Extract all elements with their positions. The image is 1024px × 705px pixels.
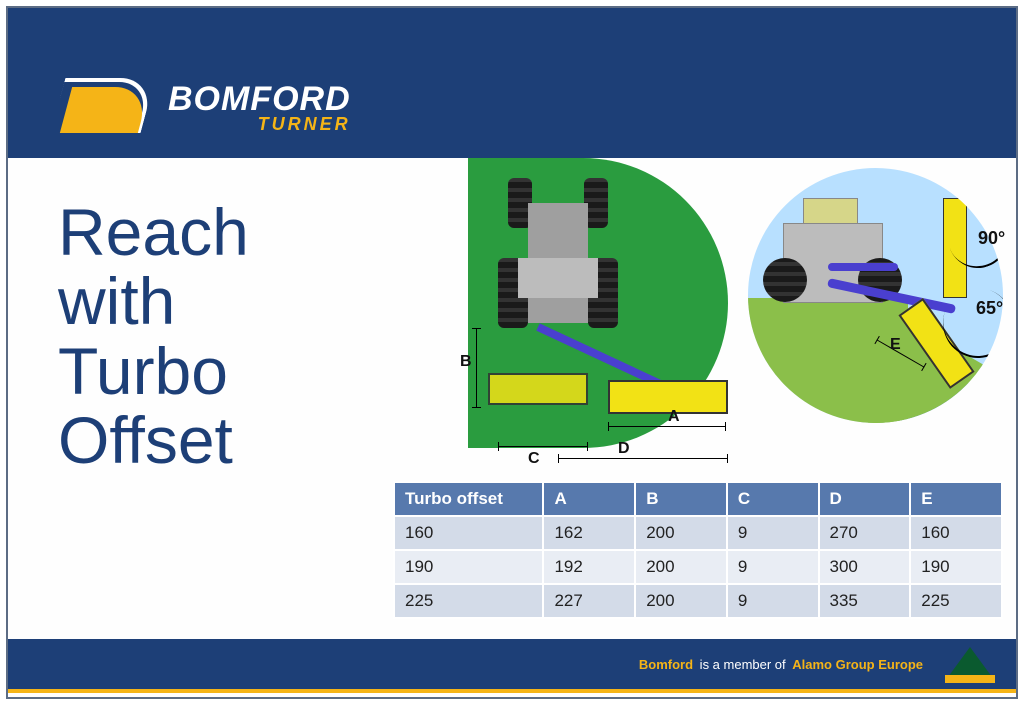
footer-band: Bomford is a member of Alamo Group Europ… — [8, 639, 1016, 689]
footer-mid: is a member of — [696, 657, 789, 672]
footer-brand: Bomford — [639, 657, 693, 672]
dim-line-d — [558, 458, 728, 459]
angle-label-up: 90° — [978, 228, 1005, 249]
diagram-top-view: B A C D — [428, 158, 728, 468]
table-header: E — [910, 482, 1002, 516]
table-header: B — [635, 482, 727, 516]
brand-logo: BOMFORD TURNER — [58, 68, 398, 148]
dim-label-b: B — [460, 353, 472, 371]
dim-line-b — [476, 328, 477, 408]
title-line: Reach — [58, 198, 249, 267]
table-cell: 9 — [727, 516, 819, 550]
tire-icon — [763, 258, 807, 302]
title-line: Turbo — [58, 337, 249, 406]
dim-line-c — [498, 446, 588, 447]
tractor-top-icon — [498, 178, 618, 328]
table-cell: 190 — [910, 550, 1002, 584]
page-frame: BOMFORD TURNER Reach with Turbo Offset B… — [6, 6, 1018, 699]
table-cell: 190 — [394, 550, 543, 584]
table-cell: 160 — [394, 516, 543, 550]
table-cell: 225 — [394, 584, 543, 618]
table-cell: 160 — [910, 516, 1002, 550]
mower-deck-icon — [488, 373, 588, 405]
dim-label-e: E — [890, 336, 901, 354]
table-header: Turbo offset — [394, 482, 543, 516]
title-line: Offset — [58, 406, 249, 475]
footer-rule — [8, 689, 1016, 693]
diagram-side-view: E — [748, 168, 1003, 423]
table-cell: 270 — [819, 516, 911, 550]
table-row: 1601622009270160 — [394, 516, 1002, 550]
table-cell: 200 — [635, 550, 727, 584]
table-header: C — [727, 482, 819, 516]
table-cell: 9 — [727, 550, 819, 584]
ground-icon — [748, 298, 908, 423]
dim-line-a — [608, 426, 726, 427]
table-cell: 200 — [635, 516, 727, 550]
dim-label-a: A — [668, 408, 680, 426]
angle-label-down: 65° — [976, 298, 1003, 319]
table-cell: 225 — [910, 584, 1002, 618]
table-cell: 227 — [543, 584, 635, 618]
table-header: D — [819, 482, 911, 516]
table-cell: 192 — [543, 550, 635, 584]
spec-table: Turbo offsetABCDE 1601622009270160190192… — [393, 481, 1003, 619]
title-line: with — [58, 267, 249, 336]
table-cell: 300 — [819, 550, 911, 584]
table-cell: 9 — [727, 584, 819, 618]
arm-icon — [828, 263, 898, 271]
logo-text-main: BOMFORD — [168, 82, 351, 116]
table-cell: 335 — [819, 584, 911, 618]
table-row: 1901922009300190 — [394, 550, 1002, 584]
table-cell: 162 — [543, 516, 635, 550]
dim-label-d: D — [618, 440, 630, 458]
page-title: Reach with Turbo Offset — [58, 198, 249, 475]
table-header: A — [543, 482, 635, 516]
table-row: 2252272009335225 — [394, 584, 1002, 618]
alamo-logo-icon — [942, 639, 998, 683]
logo-swoosh-icon — [58, 73, 158, 143]
dim-label-c: C — [528, 450, 540, 468]
footer-group: Alamo Group Europe — [792, 657, 923, 672]
table-cell: 200 — [635, 584, 727, 618]
